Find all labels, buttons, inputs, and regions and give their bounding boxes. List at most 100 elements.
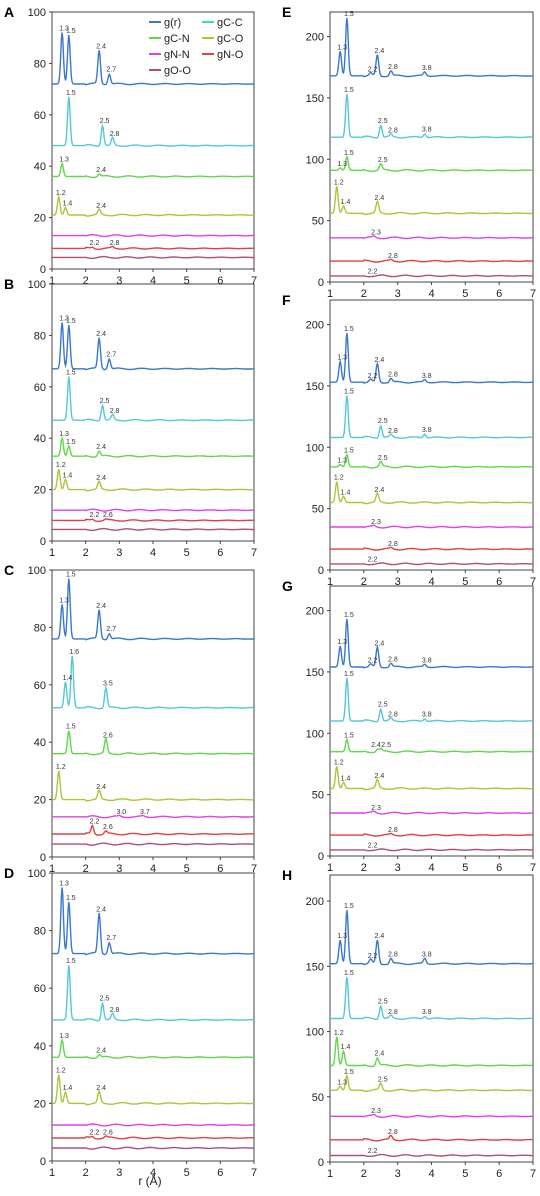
peak-label: 2.5 [100,996,110,1003]
peak-label: 2.4 [96,44,106,51]
x-tick-label: 7 [530,1168,536,1180]
x-tick-label: 1 [327,862,333,874]
series-line-goo [330,848,533,852]
x-tick-label: 4 [150,547,156,559]
peak-label: 2.2 [90,512,100,519]
series-line-gr [330,333,533,384]
series-line-gr [52,32,255,86]
peak-label: 1.3 [337,44,347,51]
y-tick-label: 100 [28,868,46,880]
panel-letter: F [282,292,291,308]
legend-entry: gC-N [164,33,190,45]
peak-label: 2.2 [90,1130,100,1137]
peak-label: 1.4 [63,1085,73,1092]
peak-label: 1.4 [341,1044,351,1051]
peak-label: 2.5 [100,398,110,405]
series-line-gr [330,910,533,966]
peak-label: 2.8 [388,656,398,663]
legend-entry: gN-N [164,49,190,61]
series-line-gnn [52,814,254,819]
peak-label: 2.2 [90,818,100,825]
peak-label: 2.4 [371,742,381,749]
peak-label: 2.2 [368,373,378,380]
series-line-goo [330,274,533,278]
x-tick-label: 4 [428,862,434,874]
peak-label: 2.6 [103,1130,113,1137]
x-tick-label: 7 [530,862,536,874]
peak-label: 1.2 [334,475,344,482]
x-tick-label: 1 [49,863,55,875]
peak-label: 3.7 [140,809,150,816]
peak-label: 1.5 [66,90,76,97]
series-line-gco [330,1073,533,1093]
panel-letter: H [282,867,292,883]
peak-label: 2.3 [371,805,381,812]
x-tick-label: 3 [395,862,401,874]
y-tick-label: 40 [34,737,46,749]
x-tick-label: 1 [327,1168,333,1180]
x-tick-label: 3 [395,576,401,588]
peak-label: 2.7 [106,935,116,942]
y-tick-label: 100 [306,442,324,454]
series-line-gcc [52,376,254,422]
peak-label: 2.8 [388,541,398,548]
peak-label: 2.5 [378,1077,388,1084]
peak-label: 2.2 [368,269,378,276]
peak-label: 3.8 [422,658,432,665]
x-tick-label: 1 [327,288,333,300]
series-line-gr [52,887,254,956]
y-tick-label: 80 [34,330,46,342]
peak-label: 2.4 [374,1051,384,1058]
series-line-gcn [52,730,255,756]
y-tick-label: 150 [306,93,324,105]
peak-label: 1.2 [56,764,66,771]
peak-label: 1.3 [337,933,347,940]
peak-label: 2.2 [368,66,378,73]
peak-label: 2.3 [371,519,381,526]
series-line-goo [52,255,254,260]
panel-e: E 0 50 100 150 200 1 2 3 4 5 6 7 1.3 1.5 2.2 2.4 2.8 3.8 1.… [282,4,536,300]
peak-label: 2.2 [368,843,378,850]
peak-label: 2.8 [388,428,398,435]
peak-label: 2.4 [96,906,106,913]
x-tick-label: 5 [184,547,190,559]
x-tick-label: 5 [184,863,190,875]
peak-label: 1.5 [344,903,354,910]
x-tick-label: 5 [184,275,190,287]
x-tick-label: 7 [530,576,536,588]
series-line-gco [330,481,533,505]
y-tick-label: 50 [312,1092,324,1104]
x-tick-label: 5 [462,862,468,874]
peak-label: 2.2 [90,240,100,247]
series-line-gno [330,832,533,837]
series-line-gcc [52,656,254,710]
x-tick-label: 1 [327,576,333,588]
y-tick-label: 60 [34,382,46,394]
series-line-gno [330,1134,533,1142]
y-tick-label: 200 [306,32,324,44]
x-tick-label: 4 [150,1167,156,1179]
series-line-gr [330,619,533,669]
series-line-gco [52,1074,254,1106]
peak-label: 1.5 [344,326,354,333]
peak-label: 1.3 [59,316,69,323]
peak-label: 1.3 [337,354,347,361]
x-tick-label: 4 [428,288,434,300]
x-tick-label: 3 [116,1167,122,1179]
x-tick-label: 4 [428,576,434,588]
peak-label: 2.3 [371,1108,381,1115]
y-tick-label: 150 [306,961,324,973]
legend-entry: gC-C [217,17,243,29]
y-tick-label: 50 [312,216,324,228]
y-tick-label: 50 [312,790,324,802]
peak-label: 1.3 [59,26,69,33]
peak-label: 2.4 [374,195,384,202]
series-line-gno [52,824,254,836]
peak-label: 1.5 [66,724,76,731]
x-tick-label: 1 [49,275,55,287]
peak-label: 3.8 [422,373,432,380]
x-tick-label: 3 [395,1168,401,1180]
peak-label: 1.5 [66,958,76,965]
